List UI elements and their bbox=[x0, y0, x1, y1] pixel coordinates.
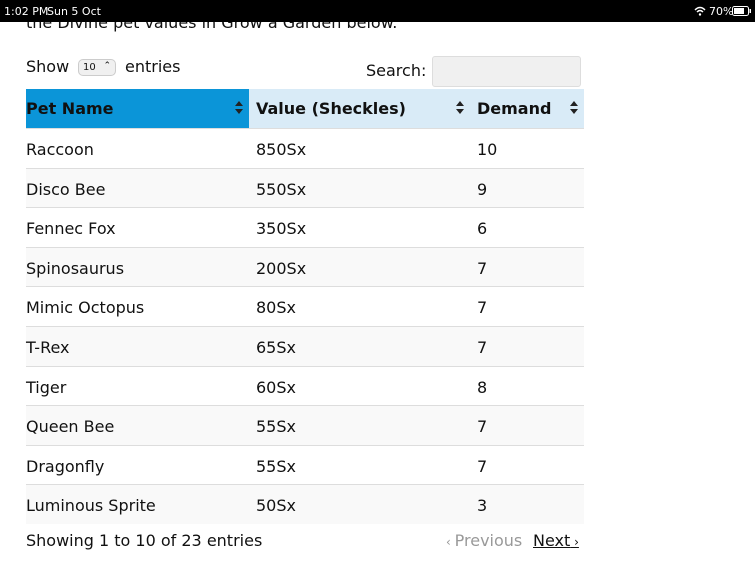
table-cell: 3 bbox=[477, 496, 488, 516]
table-row: Raccoon 850Sx 10 bbox=[26, 128, 584, 168]
table-cell: T-Rex bbox=[26, 338, 70, 357]
table-cell: 10 bbox=[477, 140, 498, 159]
table-cell: Fennec Fox bbox=[26, 219, 116, 239]
table-cell: Dragonfly bbox=[26, 456, 105, 476]
header-label: Demand bbox=[477, 99, 552, 118]
table-info: Showing 1 to 10 of 23 entries bbox=[26, 531, 263, 550]
sort-icon bbox=[235, 101, 243, 114]
table-cell: 6 bbox=[477, 219, 488, 239]
table-row: T-Rex 65Sx 7 bbox=[26, 326, 584, 366]
page-length-select[interactable]: 10 ⌃ bbox=[78, 59, 116, 76]
header-label: Pet Name bbox=[26, 99, 114, 118]
page-length-value: 10 bbox=[83, 62, 96, 73]
table-cell: 7 bbox=[477, 456, 488, 476]
table-cell: 50Sx bbox=[256, 496, 296, 516]
table-row: Disco Bee 550Sx 9 bbox=[26, 167, 584, 208]
sort-icon bbox=[570, 101, 578, 114]
table-row: Fennec Fox 350Sx 6 bbox=[26, 207, 584, 247]
previous-button[interactable]: ‹ Previous bbox=[446, 531, 523, 550]
status-bar: 1:02 PM Sun 5 Oct 70% bbox=[0, 0, 755, 22]
table-row: Spinosaurus 200Sx 7 bbox=[26, 246, 584, 287]
time: 1:02 PM bbox=[4, 5, 49, 18]
table-cell: 550Sx bbox=[256, 179, 307, 199]
wifi-icon bbox=[694, 6, 706, 16]
table-cell: 7 bbox=[477, 338, 488, 357]
table-cell: Disco Bee bbox=[26, 179, 106, 199]
battery-level: 70% bbox=[709, 5, 734, 18]
table-row: Queen Bee 55Sx 7 bbox=[26, 405, 584, 445]
date: Sun 5 Oct bbox=[47, 5, 101, 18]
table-cell: 60Sx bbox=[256, 377, 296, 397]
column-header[interactable]: Value (Sheckles) bbox=[249, 89, 470, 128]
table-row: Dragonfly 55Sx 7 bbox=[26, 444, 584, 485]
table-cell: 350Sx bbox=[256, 219, 307, 239]
table-cell: Raccoon bbox=[26, 140, 94, 159]
table-row: Tiger 60Sx 8 bbox=[26, 365, 584, 406]
table-cell: 8 bbox=[477, 377, 488, 397]
table-cell: 7 bbox=[477, 417, 488, 437]
sort-icon bbox=[456, 101, 464, 114]
previous-label: Previous bbox=[454, 531, 523, 550]
column-header[interactable]: Pet Name bbox=[26, 89, 249, 128]
table-cell: 80Sx bbox=[256, 298, 296, 318]
table-cell: 9 bbox=[477, 179, 488, 199]
next-label: Next bbox=[533, 531, 571, 550]
table-cell: 200Sx bbox=[256, 258, 307, 278]
table-cell: Luminous Sprite bbox=[26, 496, 156, 516]
show-label: Show bbox=[26, 57, 70, 76]
table-cell: 65Sx bbox=[256, 338, 296, 357]
table-cell: 55Sx bbox=[256, 456, 296, 476]
table-cell: Mimic Octopus bbox=[26, 298, 145, 318]
table-row: Luminous Sprite 50Sx 3 bbox=[26, 484, 584, 524]
header-label: Value (Sheckles) bbox=[256, 99, 406, 118]
table-cell: 850Sx bbox=[256, 140, 307, 159]
table-cell: 55Sx bbox=[256, 417, 296, 437]
table-cell: Queen Bee bbox=[26, 417, 115, 437]
column-header[interactable]: Demand bbox=[470, 89, 584, 128]
table-cell: Spinosaurus bbox=[26, 258, 125, 278]
next-button[interactable]: Next › bbox=[533, 531, 579, 550]
table-row: Mimic Octopus 80Sx 7 bbox=[26, 286, 584, 326]
search-label: Search: bbox=[366, 61, 427, 80]
table-cell: Tiger bbox=[26, 377, 67, 397]
table-cell: 7 bbox=[477, 298, 488, 318]
battery-icon bbox=[732, 6, 751, 16]
search-input[interactable] bbox=[432, 56, 581, 87]
table-cell: 7 bbox=[477, 258, 488, 278]
entries-label: entries bbox=[125, 57, 181, 76]
